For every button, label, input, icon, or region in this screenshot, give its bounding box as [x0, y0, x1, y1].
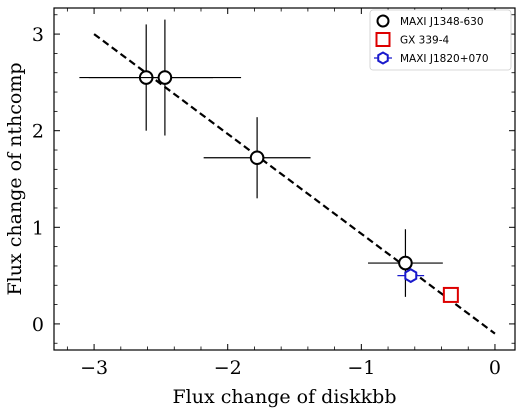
y-tick-label: 1: [32, 217, 44, 239]
x-tick-label: 0: [489, 357, 501, 379]
x-tick-label: −3: [80, 357, 108, 379]
data-point-hexagon: [377, 51, 389, 65]
x-tick-label: −2: [214, 357, 242, 379]
marks-layer: [79, 19, 459, 303]
legend-label: MAXI J1348-630: [400, 16, 484, 28]
x-axis-label: Flux change of diskkbb: [173, 386, 397, 408]
fit-layer: [93, 33, 496, 335]
legend: MAXI J1348-630 GX 339-4 MAXI J1820+070: [369, 9, 512, 71]
legend-items: MAXI J1348-630 GX 339-4 MAXI J1820+070: [374, 14, 489, 65]
fit-line: [93, 33, 496, 335]
y-tick-label: 0: [32, 314, 44, 336]
x-tick-label: −1: [347, 357, 375, 379]
legend-box: [369, 9, 512, 71]
ticks-layer: −3 −2 −1 0 0 1 2 3: [32, 8, 515, 379]
legend-label: MAXI J1820+070: [400, 53, 489, 65]
data-point-square: [375, 32, 391, 47]
data-point-square: [442, 286, 459, 303]
y-tick-label: 3: [32, 24, 44, 46]
data-point-circle: [157, 70, 173, 85]
y-tick-label: 2: [32, 121, 44, 143]
y-axis-label: Flux change of nthcomp: [4, 62, 26, 295]
data-point-hexagon: [404, 268, 418, 284]
plot-frame: [53, 7, 516, 351]
data-point-circle: [376, 14, 390, 28]
data-point-circle: [249, 150, 265, 166]
legend-label: GX 339-4: [400, 35, 449, 47]
data-point-circle: [398, 255, 413, 271]
